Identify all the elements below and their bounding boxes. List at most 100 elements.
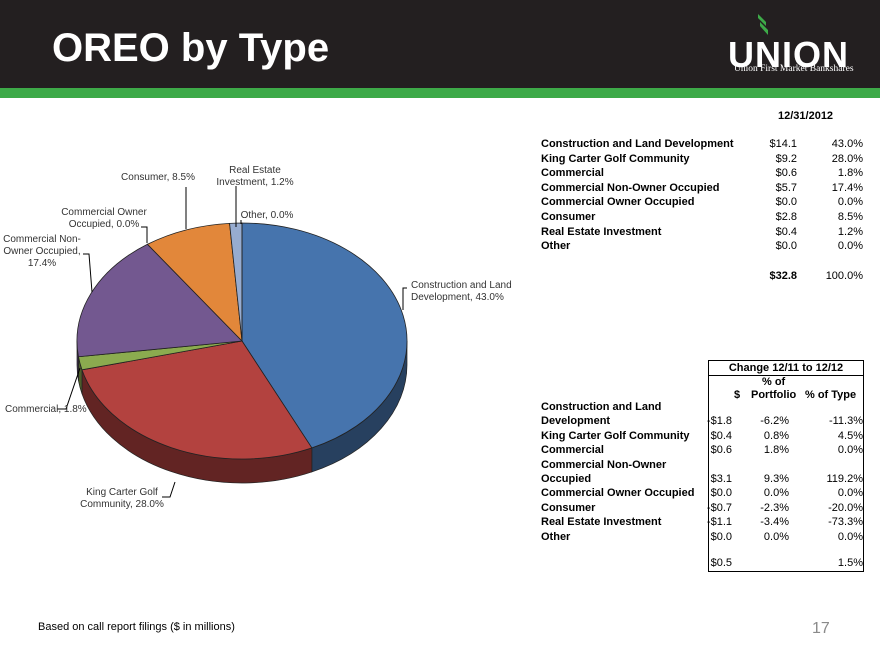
table2-row: Real Estate Investment -$1.1 -3.4% -73.3% [541, 515, 863, 529]
table2-row-type: 0.0% [837, 530, 863, 543]
table1-row-pct: 8.5% [837, 210, 863, 223]
leaf-icon [758, 14, 768, 35]
table2-row-label-line: King Carter Golf Community [541, 429, 690, 442]
table1-row-amount: $14.1 [769, 138, 797, 150]
pie-slice-0 [241, 222, 408, 449]
leader-line-2 [57, 367, 81, 410]
table2-row: Commercial Owner Occupied $0.0 0.0% 0.0% [541, 486, 863, 500]
table1-row-label: Other [541, 240, 571, 253]
slice-label-construction: Construction and Land [411, 280, 512, 291]
table1-row-amount: $0.0 [775, 196, 797, 209]
slice-label-commercial: Commercial, 1.8% [5, 404, 87, 415]
table2-row-label-line: Development [541, 415, 611, 428]
table1-row: Consumer $2.8 8.5% [541, 211, 863, 226]
table1-row-pct: 0.0% [837, 240, 863, 253]
table2-row: Other $0.0 0.0% 0.0% [541, 530, 863, 544]
pie-slice-1 [81, 340, 313, 460]
table1-row-pct: 43.0% [831, 138, 863, 150]
table1-row: Commercial Owner Occupied $0.0 0.0% [541, 196, 863, 211]
table2-row-portfolio: -6.2% [760, 415, 789, 428]
title-bar [0, 0, 880, 88]
slice-label-owner: Occupied, 0.0% [69, 219, 140, 230]
logo-wordmark: UNION [728, 34, 849, 75]
slice-label-non-owner: Owner Occupied, [3, 246, 80, 257]
table1-row-pct: 1.2% [837, 225, 863, 238]
change-table: Construction and Land Development -$1.8 -6.… [541, 400, 863, 544]
table1-row-amount: $2.8 [775, 210, 797, 223]
table2-total-type: 1.5% [837, 557, 863, 569]
col-head-portfolio-1: % of [762, 376, 786, 388]
pie-slice-3 [76, 243, 243, 358]
change-table-header: Change 12/11 to 12/12 [709, 361, 863, 376]
slice-label-consumer: Consumer, 8.5% [121, 172, 195, 183]
table2-row-type: 119.2% [826, 472, 864, 485]
table2-row-type: -20.0% [828, 501, 863, 514]
table2-row: Construction and Land Development -$1.8 -6.… [541, 400, 863, 429]
table2-row-label: Commercial [541, 443, 604, 457]
slice-label-king-carter: Community, 28.0% [80, 499, 164, 510]
table2-row-label: Other [541, 530, 570, 544]
logo-subtitle: Union First Market Bankshares [734, 64, 854, 74]
table1-row-label: Commercial Owner Occupied [541, 196, 695, 209]
table1-row-pct: 1.8% [837, 167, 863, 180]
table2-row-portfolio: 0.0% [763, 487, 789, 500]
table1-row: Other $0.0 0.0% [541, 240, 863, 255]
table2-row-label-line: Occupied [541, 472, 592, 485]
table1-row-label: Construction and Land Development [541, 138, 734, 150]
slice-label-other: Other, 0.0% [241, 210, 294, 221]
table2-row-label-line: Real Estate Investment [541, 516, 662, 529]
table1-row-amount: $0.4 [775, 225, 797, 238]
slice-label-owner: Commercial Owner [61, 207, 147, 218]
table2-row-dollar: $0.0 [710, 530, 732, 543]
table1-row-pct: 17.4% [831, 181, 863, 194]
table2-row-label-line: Construction and Land [541, 401, 662, 413]
pie-slice-5 [146, 222, 243, 343]
table1-date: 12/31/2012 [778, 110, 834, 122]
table1-row: King Carter Golf Community $9.2 28.0% [541, 153, 863, 168]
table1-row: Commercial Non-Owner Occupied $5.7 17.4% [541, 182, 863, 197]
table1-row-pct: 0.0% [837, 196, 863, 209]
table2-row-label-line: Commercial Owner Occupied [541, 487, 695, 500]
table1-row-label: Consumer [541, 210, 596, 223]
table2-total-dollar: $0.5 [710, 557, 732, 569]
table1-row-amount: $0.6 [775, 167, 797, 180]
table2-row: Consumer -$0.7 -2.3% -20.0% [541, 501, 863, 515]
table1-row-amount: $5.7 [775, 181, 797, 194]
table2-row-portfolio: 1.8% [763, 444, 789, 457]
col-head-dollar: $ [734, 389, 741, 401]
col-head-portfolio-2: Portfolio [751, 389, 797, 401]
table2-row-label: Commercial Non-Owner Occupied [541, 458, 666, 487]
table1-total-amount: $32.8 [769, 270, 797, 282]
pie-leader-lines [57, 186, 407, 498]
table2-row-type: -11.3% [828, 415, 863, 428]
table1-row-amount: $9.2 [775, 152, 797, 165]
footnote: Based on call report filings ($ in milli… [38, 621, 235, 633]
table2-row-label-line: Commercial [541, 444, 604, 457]
table2-row-dollar: $0.6 [710, 444, 732, 457]
page-number: 17 [812, 620, 830, 637]
table2-row-label: Real Estate Investment [541, 515, 661, 529]
leader-line-0 [402, 287, 407, 310]
table2-row-label-line: Consumer [541, 501, 596, 514]
table2-row-dollar: $0.4 [710, 429, 732, 442]
table1-row-amount: $0.0 [775, 240, 797, 253]
slice-label-king-carter: King Carter Golf [86, 487, 158, 498]
union-logo: UNION Union First Market Bankshares [728, 14, 858, 80]
table2-row-label: Construction and Land Development [541, 400, 661, 429]
table2-row-dollar: -$0.7 [706, 501, 732, 514]
accent-bar [0, 88, 880, 98]
leader-line-4 [141, 226, 148, 243]
table1-row: Real Estate Investment $0.4 1.2% [541, 226, 863, 241]
table2-row-portfolio: 0.8% [763, 429, 789, 442]
table1-row-label: Commercial [541, 167, 604, 180]
table2-row-portfolio: 9.3% [763, 472, 789, 485]
slice-label-non-owner: 17.4% [28, 258, 56, 269]
table2-row-type: 0.0% [837, 487, 863, 500]
table2-row: Commercial $0.6 1.8% 0.0% [541, 443, 863, 457]
table2-row: Commercial Non-Owner Occupied $3.1 9.3% 119.… [541, 458, 863, 487]
leader-line-1 [162, 481, 176, 498]
slide-title: OREO by Type [52, 26, 330, 70]
table2-row-dollar: -$1.8 [706, 415, 732, 428]
